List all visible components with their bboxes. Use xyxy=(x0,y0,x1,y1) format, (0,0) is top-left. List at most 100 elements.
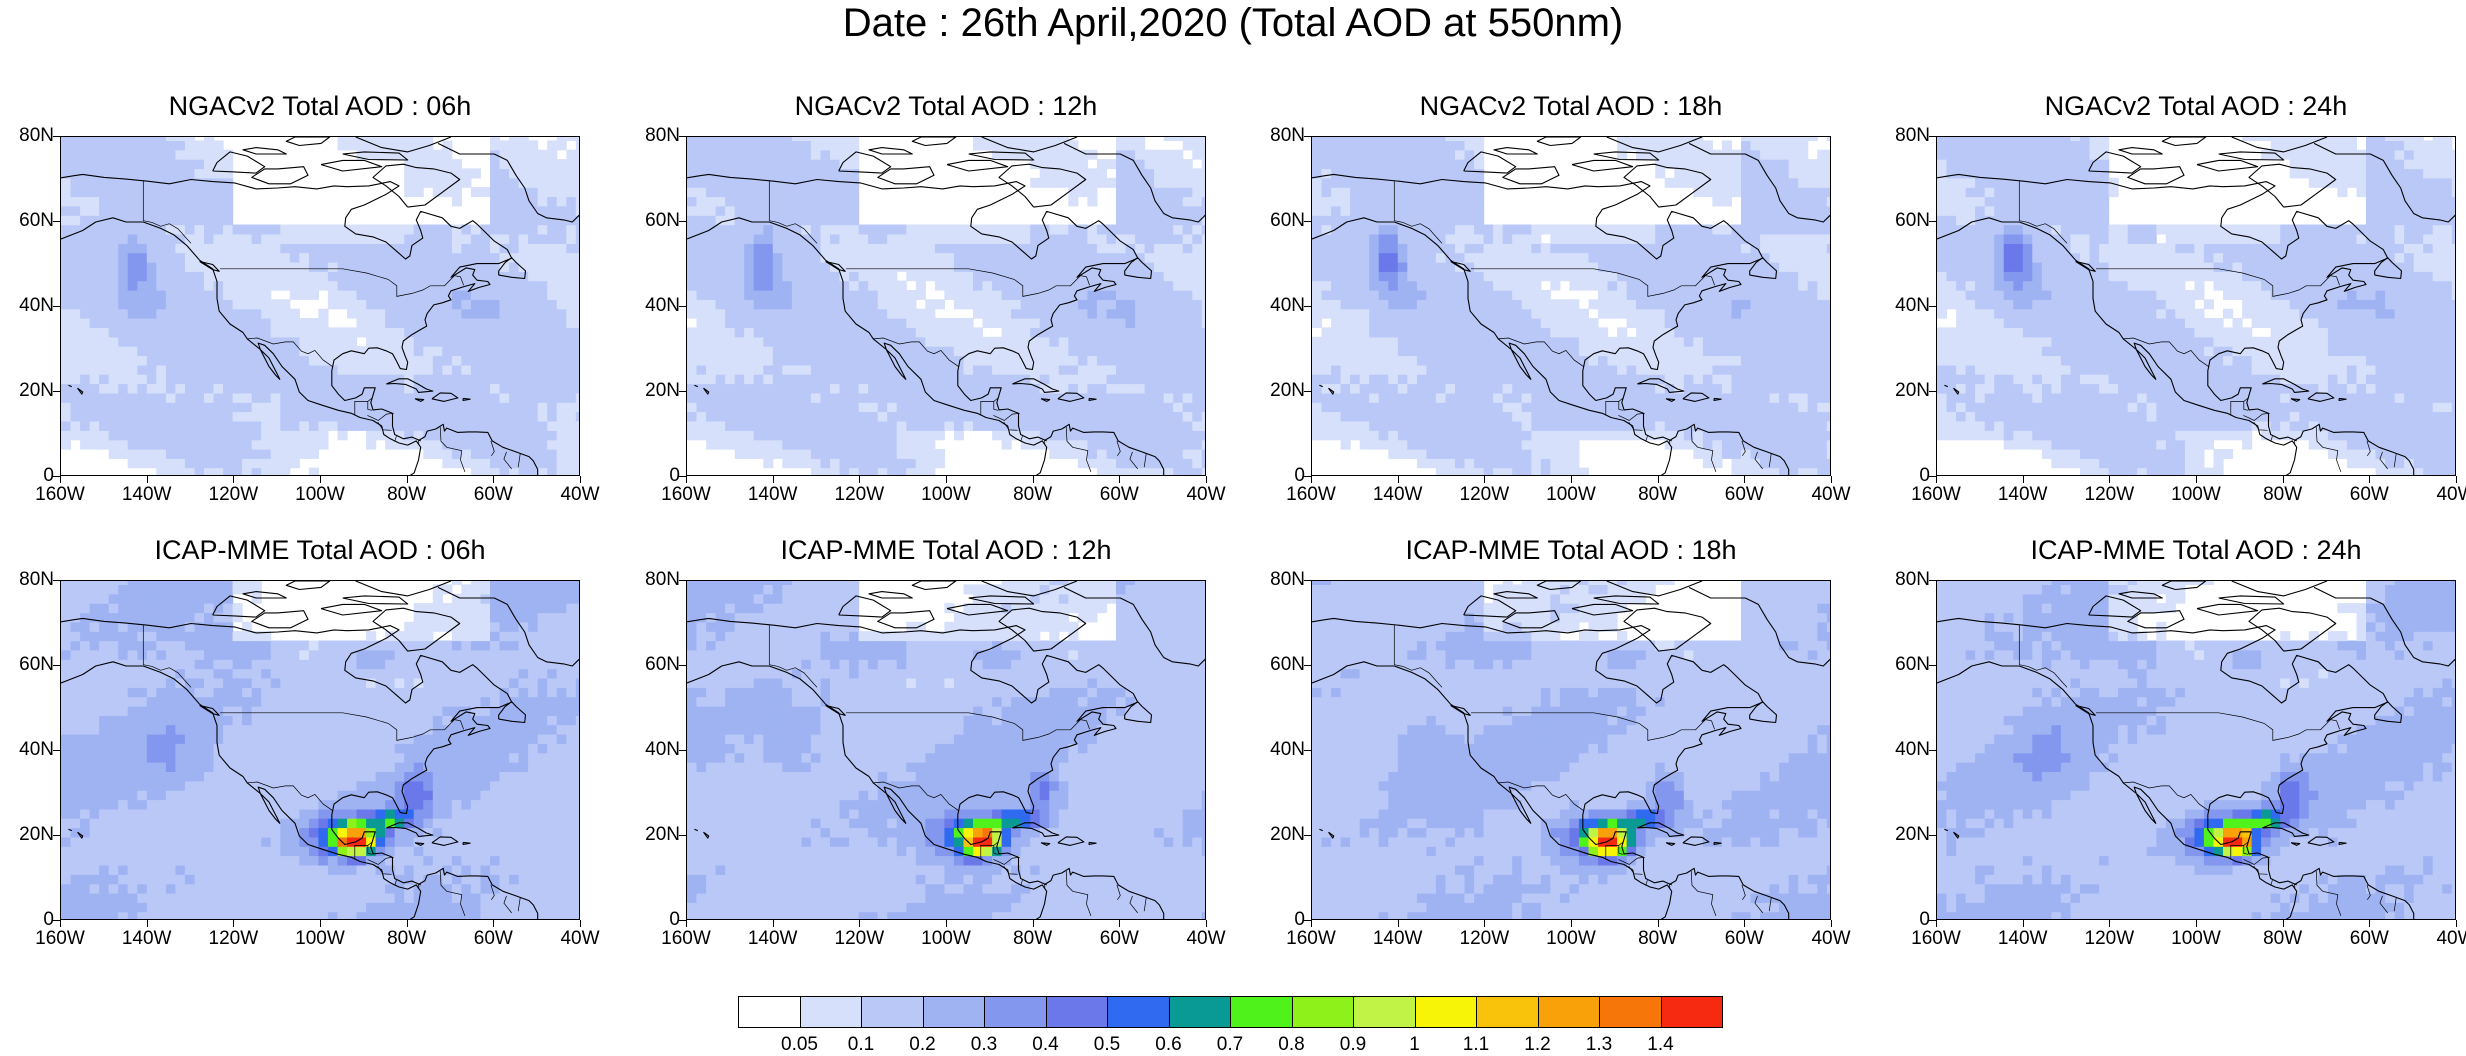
panel-title: NGACv2 Total AOD : 12h xyxy=(794,91,1098,121)
y-tick-label: 60N xyxy=(1895,210,1930,231)
y-tick-mark xyxy=(679,391,686,392)
x-tick-label: 160W xyxy=(35,928,85,949)
colorbar-swatch xyxy=(1230,996,1293,1028)
y-tick-label: 20N xyxy=(1270,380,1305,401)
panel-title: ICAP-MME Total AOD : 18h xyxy=(1405,535,1737,565)
y-tick-label: 80N xyxy=(19,569,54,590)
y-tick-mark xyxy=(679,750,686,751)
x-tick-mark xyxy=(493,920,495,927)
x-tick-label: 40W xyxy=(1186,928,1226,949)
x-tick-mark xyxy=(859,920,861,927)
x-tick-mark xyxy=(1206,476,1207,483)
x-tick-mark xyxy=(1936,476,1937,483)
x-tick-mark xyxy=(2022,476,2024,483)
x-tick-label: 120W xyxy=(208,928,259,949)
panel-title: ICAP-MME Total AOD : 12h xyxy=(780,535,1112,565)
figure-title: Date : 26th April,2020 (Total AOD at 550… xyxy=(842,1,1624,45)
y-tick-mark xyxy=(1304,136,1311,137)
y-tick-mark xyxy=(53,665,60,666)
x-tick-mark xyxy=(1571,920,1572,927)
map-panel: NGACv2 Total AOD : 12h 80N 60N 40N 20N 0 160W 1… xyxy=(645,91,1225,505)
x-tick-label: 140W xyxy=(121,928,172,949)
x-tick-label: 60W xyxy=(473,484,513,505)
colorbar-label: 1.2 xyxy=(1524,1034,1551,1055)
y-tick-mark xyxy=(679,580,686,581)
y-tick-label: 20N xyxy=(1895,824,1930,845)
y-tick-mark xyxy=(1304,476,1311,477)
x-tick-label: 60W xyxy=(1099,928,1139,949)
x-tick-mark xyxy=(686,476,687,483)
y-tick-label: 20N xyxy=(645,380,680,401)
x-tick-mark xyxy=(146,476,148,483)
colorbar-label: 1.4 xyxy=(1647,1034,1674,1055)
y-tick-mark xyxy=(53,306,60,307)
x-tick-mark xyxy=(1571,476,1572,483)
x-tick-label: 160W xyxy=(1286,484,1336,505)
x-tick-label: 140W xyxy=(1997,928,2048,949)
y-tick-label: 0 xyxy=(1294,909,1305,930)
x-tick-label: 40W xyxy=(1186,484,1226,505)
x-tick-mark xyxy=(2456,476,2457,483)
colorbar-swatch xyxy=(922,996,985,1028)
y-tick-mark xyxy=(1304,835,1311,836)
x-tick-label: 120W xyxy=(1459,484,1510,505)
aod-field xyxy=(687,581,1205,919)
y-tick-label: 60N xyxy=(1895,654,1930,675)
y-tick-label: 20N xyxy=(1895,380,1930,401)
x-tick-mark xyxy=(1206,920,1207,927)
y-tick-label: 80N xyxy=(1895,569,1930,590)
colorbar-label: 0.3 xyxy=(970,1034,998,1055)
y-tick-label: 0 xyxy=(669,465,680,486)
aod-map xyxy=(686,580,1206,920)
aod-map xyxy=(686,136,1206,476)
y-tick-mark xyxy=(1304,750,1311,751)
y-tick-mark xyxy=(1304,391,1311,392)
x-tick-mark xyxy=(2282,920,2284,927)
x-tick-mark xyxy=(2196,476,2197,483)
y-tick-label: 80N xyxy=(645,569,680,590)
y-tick-label: 40N xyxy=(19,739,54,760)
x-tick-mark xyxy=(1119,920,1121,927)
y-tick-mark xyxy=(53,920,60,921)
x-tick-label: 120W xyxy=(834,928,885,949)
aod-map xyxy=(1311,136,1831,476)
x-tick-label: 100W xyxy=(1546,928,1596,949)
panel-title: NGACv2 Total AOD : 24h xyxy=(2044,91,2348,121)
x-tick-mark xyxy=(2109,476,2111,483)
x-tick-mark xyxy=(580,476,581,483)
aod-field xyxy=(61,581,579,919)
aod-field xyxy=(61,137,579,475)
x-tick-mark xyxy=(772,476,774,483)
x-tick-label: 140W xyxy=(1997,484,2048,505)
x-tick-label: 100W xyxy=(921,928,971,949)
x-tick-label: 40W xyxy=(2436,928,2466,949)
x-tick-label: 160W xyxy=(661,484,711,505)
colorbar-label: 0.2 xyxy=(909,1034,936,1055)
x-tick-label: 140W xyxy=(1372,928,1423,949)
aod-map xyxy=(1311,580,1831,920)
colorbar-swatch xyxy=(1660,996,1723,1028)
x-tick-mark xyxy=(146,920,148,927)
x-tick-label: 80W xyxy=(387,928,427,949)
x-tick-label: 60W xyxy=(1724,484,1764,505)
y-tick-label: 0 xyxy=(43,909,54,930)
x-tick-mark xyxy=(2369,920,2371,927)
x-tick-mark xyxy=(2022,920,2024,927)
x-tick-mark xyxy=(1936,920,1937,927)
colorbar-swatch xyxy=(1168,996,1231,1028)
colorbar-label: 0.4 xyxy=(1032,1034,1059,1055)
y-tick-label: 0 xyxy=(43,465,54,486)
y-tick-mark xyxy=(679,476,686,477)
y-tick-mark xyxy=(53,221,60,222)
colorbar-swatch xyxy=(861,996,924,1028)
x-tick-label: 160W xyxy=(661,928,711,949)
colorbar-swatch xyxy=(1537,996,1600,1028)
colorbar-swatch xyxy=(1353,996,1416,1028)
colorbar-label: 0.7 xyxy=(1216,1034,1244,1055)
y-tick-mark xyxy=(1929,306,1936,307)
x-tick-mark xyxy=(1744,476,1746,483)
x-tick-mark xyxy=(1484,476,1486,483)
x-tick-mark xyxy=(2109,920,2111,927)
x-tick-label: 80W xyxy=(1638,928,1678,949)
y-tick-label: 60N xyxy=(1270,210,1305,231)
